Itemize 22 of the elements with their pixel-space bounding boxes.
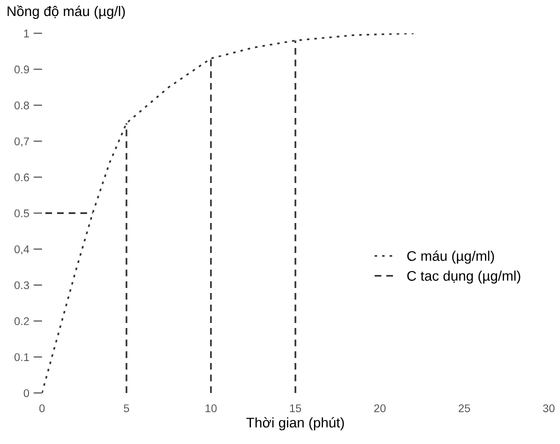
x-tick-label: 20 — [374, 404, 386, 412]
y-tick-label: 0.1 — [14, 353, 29, 362]
y-axis-title: Nồng độ máu (µg/l) — [8, 5, 125, 19]
y-tick-label: 0.9 — [14, 66, 29, 74]
y-tick-label: 0.3 — [14, 281, 30, 290]
x-tick-label: 0 — [39, 404, 45, 412]
y-tick-label: 0,4 — [14, 245, 30, 255]
y-tick-label: 0.2 — [14, 317, 29, 326]
legend-label: C máu (µg/ml) — [407, 250, 494, 264]
x-tick-label: 5 — [124, 404, 130, 412]
y-tick-label: 0.5 — [14, 209, 30, 218]
y-tick-label: 0.8 — [14, 101, 30, 110]
x-tick-label: 25 — [458, 404, 470, 412]
y-tick-label: 0 — [24, 389, 30, 398]
legend-label: C tac dụng (µg/ml) — [407, 270, 520, 284]
x-tick-label: 15 — [290, 404, 302, 412]
y-tick-label: 1 — [24, 30, 29, 38]
y-tick-label: 0.6 — [14, 173, 30, 182]
x-axis-title: Thời gian (phút) — [246, 417, 344, 430]
x-tick-label: 30 — [543, 404, 555, 412]
x-tick-label: 10 — [206, 404, 217, 412]
y-tick-label: 0,7 — [14, 137, 29, 147]
